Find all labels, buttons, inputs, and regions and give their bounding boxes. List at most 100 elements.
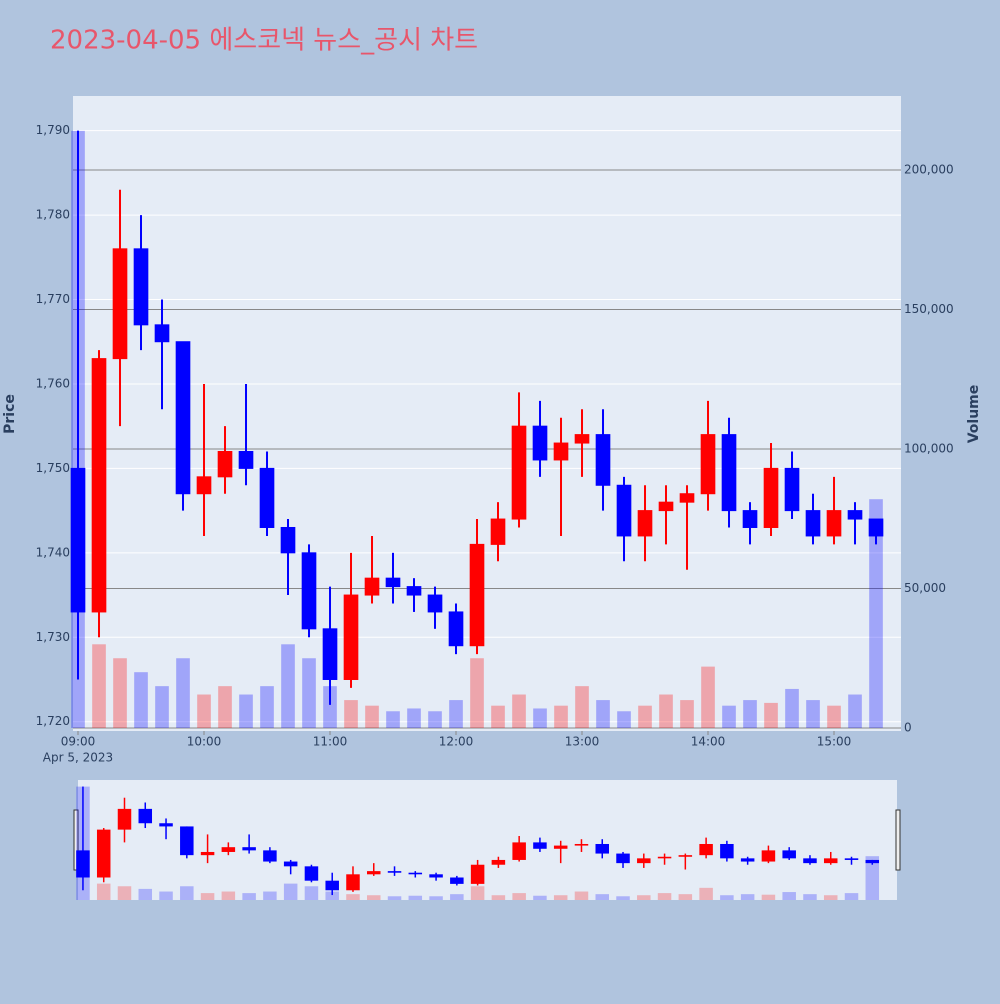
mini-candle-body <box>429 874 443 878</box>
candle-body <box>826 510 842 537</box>
mini-volume-bar <box>367 895 381 900</box>
mini-candle-body <box>553 845 568 849</box>
mini-volume-bar <box>657 893 672 900</box>
mini-volume-bar <box>803 894 817 900</box>
volume-bar <box>491 705 505 729</box>
mini-candle-body <box>574 843 589 846</box>
mini-volume-bar <box>429 896 443 900</box>
mini-candle-body <box>865 859 880 864</box>
mini-volume-bar <box>387 896 402 900</box>
mini-volume-bar <box>637 895 651 900</box>
y-tick-label: 1,730 <box>36 630 70 644</box>
y-tick-label: 1,740 <box>36 545 70 559</box>
x-tick-label: 13:00 <box>565 735 600 749</box>
mini-candle-body <box>387 871 402 873</box>
mini-volume-bar <box>346 894 360 900</box>
volume-bar <box>113 658 127 729</box>
mini-candle-body <box>782 850 796 859</box>
mini-candle-body <box>242 847 256 851</box>
mini-volume-bar <box>491 895 506 900</box>
mini-volume-bar <box>138 888 153 900</box>
candle-body <box>280 526 296 554</box>
mini-candle-body <box>304 866 319 881</box>
mini-volume-bar <box>865 856 880 900</box>
volume-bar <box>638 705 652 729</box>
candle-body <box>490 518 506 545</box>
chart-title: 2023-04-05 에스코넥 뉴스_공시 차트 <box>50 26 478 56</box>
y-tick-label: 1,750 <box>36 461 70 475</box>
y2-tick-label: 50,000 <box>904 581 946 595</box>
mini-volume-bar <box>616 896 630 900</box>
mini-volume-bar <box>533 895 547 900</box>
mini-volume-bar <box>159 891 173 900</box>
volume-bar <box>134 672 148 729</box>
candle-body <box>763 467 779 528</box>
y2-axis-title: Volume <box>966 385 982 444</box>
volume-bar <box>407 708 421 729</box>
mini-volume-bar <box>720 895 734 900</box>
candle-body <box>721 434 737 512</box>
candle-body <box>175 341 191 495</box>
candle-body <box>406 586 422 596</box>
mini-candle-body <box>637 858 651 864</box>
volume-bar <box>176 658 190 729</box>
volume-bar <box>365 705 379 729</box>
y-tick-label: 1,780 <box>36 208 70 222</box>
range-handle[interactable] <box>895 809 901 871</box>
volume-bar <box>554 705 568 729</box>
x-tick-label: 10:00 <box>187 735 222 749</box>
volume-bar <box>680 700 694 729</box>
volume-bar <box>281 644 295 729</box>
mini-candle-body <box>823 858 838 864</box>
mini-volume-bar <box>242 893 256 900</box>
mini-candle-body <box>283 861 298 867</box>
range-slider[interactable] <box>78 780 897 900</box>
volume-bar <box>155 686 169 729</box>
mini-candle-body <box>491 859 506 865</box>
range-handle[interactable] <box>73 809 79 871</box>
candle-body <box>553 442 569 461</box>
candle-body <box>448 611 464 647</box>
candle-body <box>595 434 611 486</box>
candle-body <box>637 510 653 537</box>
mini-volume-bar <box>844 893 859 900</box>
mini-candle-body <box>221 847 236 852</box>
mini-candle-body <box>740 858 755 862</box>
candle-body <box>238 450 254 469</box>
mini-candle-body <box>720 843 734 859</box>
mini-candle-body <box>200 851 215 856</box>
mini-volume-bar <box>761 894 776 900</box>
mini-volume-bar <box>574 891 589 900</box>
volume-bar <box>302 658 316 729</box>
candle-body <box>868 518 884 537</box>
mini-volume-bar <box>96 883 111 900</box>
volume-bar <box>428 711 442 729</box>
mini-volume-bar <box>117 886 132 900</box>
candle-body <box>364 577 380 596</box>
y-tick-label: 1,770 <box>36 292 70 306</box>
volume-bar <box>596 700 610 729</box>
mini-volume-bar <box>553 895 568 900</box>
volume-bar <box>533 708 547 729</box>
volume-bar <box>827 705 841 729</box>
candle-body <box>343 594 359 680</box>
volume-bar <box>239 694 253 729</box>
mini-candle-body <box>678 855 693 857</box>
candle-body <box>154 324 170 343</box>
volume-bar <box>344 700 358 729</box>
volume-bar <box>764 702 778 729</box>
mini-volume-bar <box>470 886 485 900</box>
volume-bar <box>218 686 232 729</box>
mini-volume-bar <box>740 894 755 900</box>
candle-body <box>532 425 548 461</box>
mini-candle-body <box>512 842 526 860</box>
y2-tick-label: 150,000 <box>904 302 954 316</box>
volume-bar <box>806 700 820 729</box>
mini-volume-bar <box>450 894 464 900</box>
candle-body <box>91 358 107 613</box>
y-tick-label: 1,790 <box>36 123 70 137</box>
volume-bar <box>386 711 400 729</box>
y2-tick-label: 200,000 <box>904 162 954 176</box>
mini-candle-body <box>450 877 464 884</box>
candle-body <box>784 467 800 512</box>
